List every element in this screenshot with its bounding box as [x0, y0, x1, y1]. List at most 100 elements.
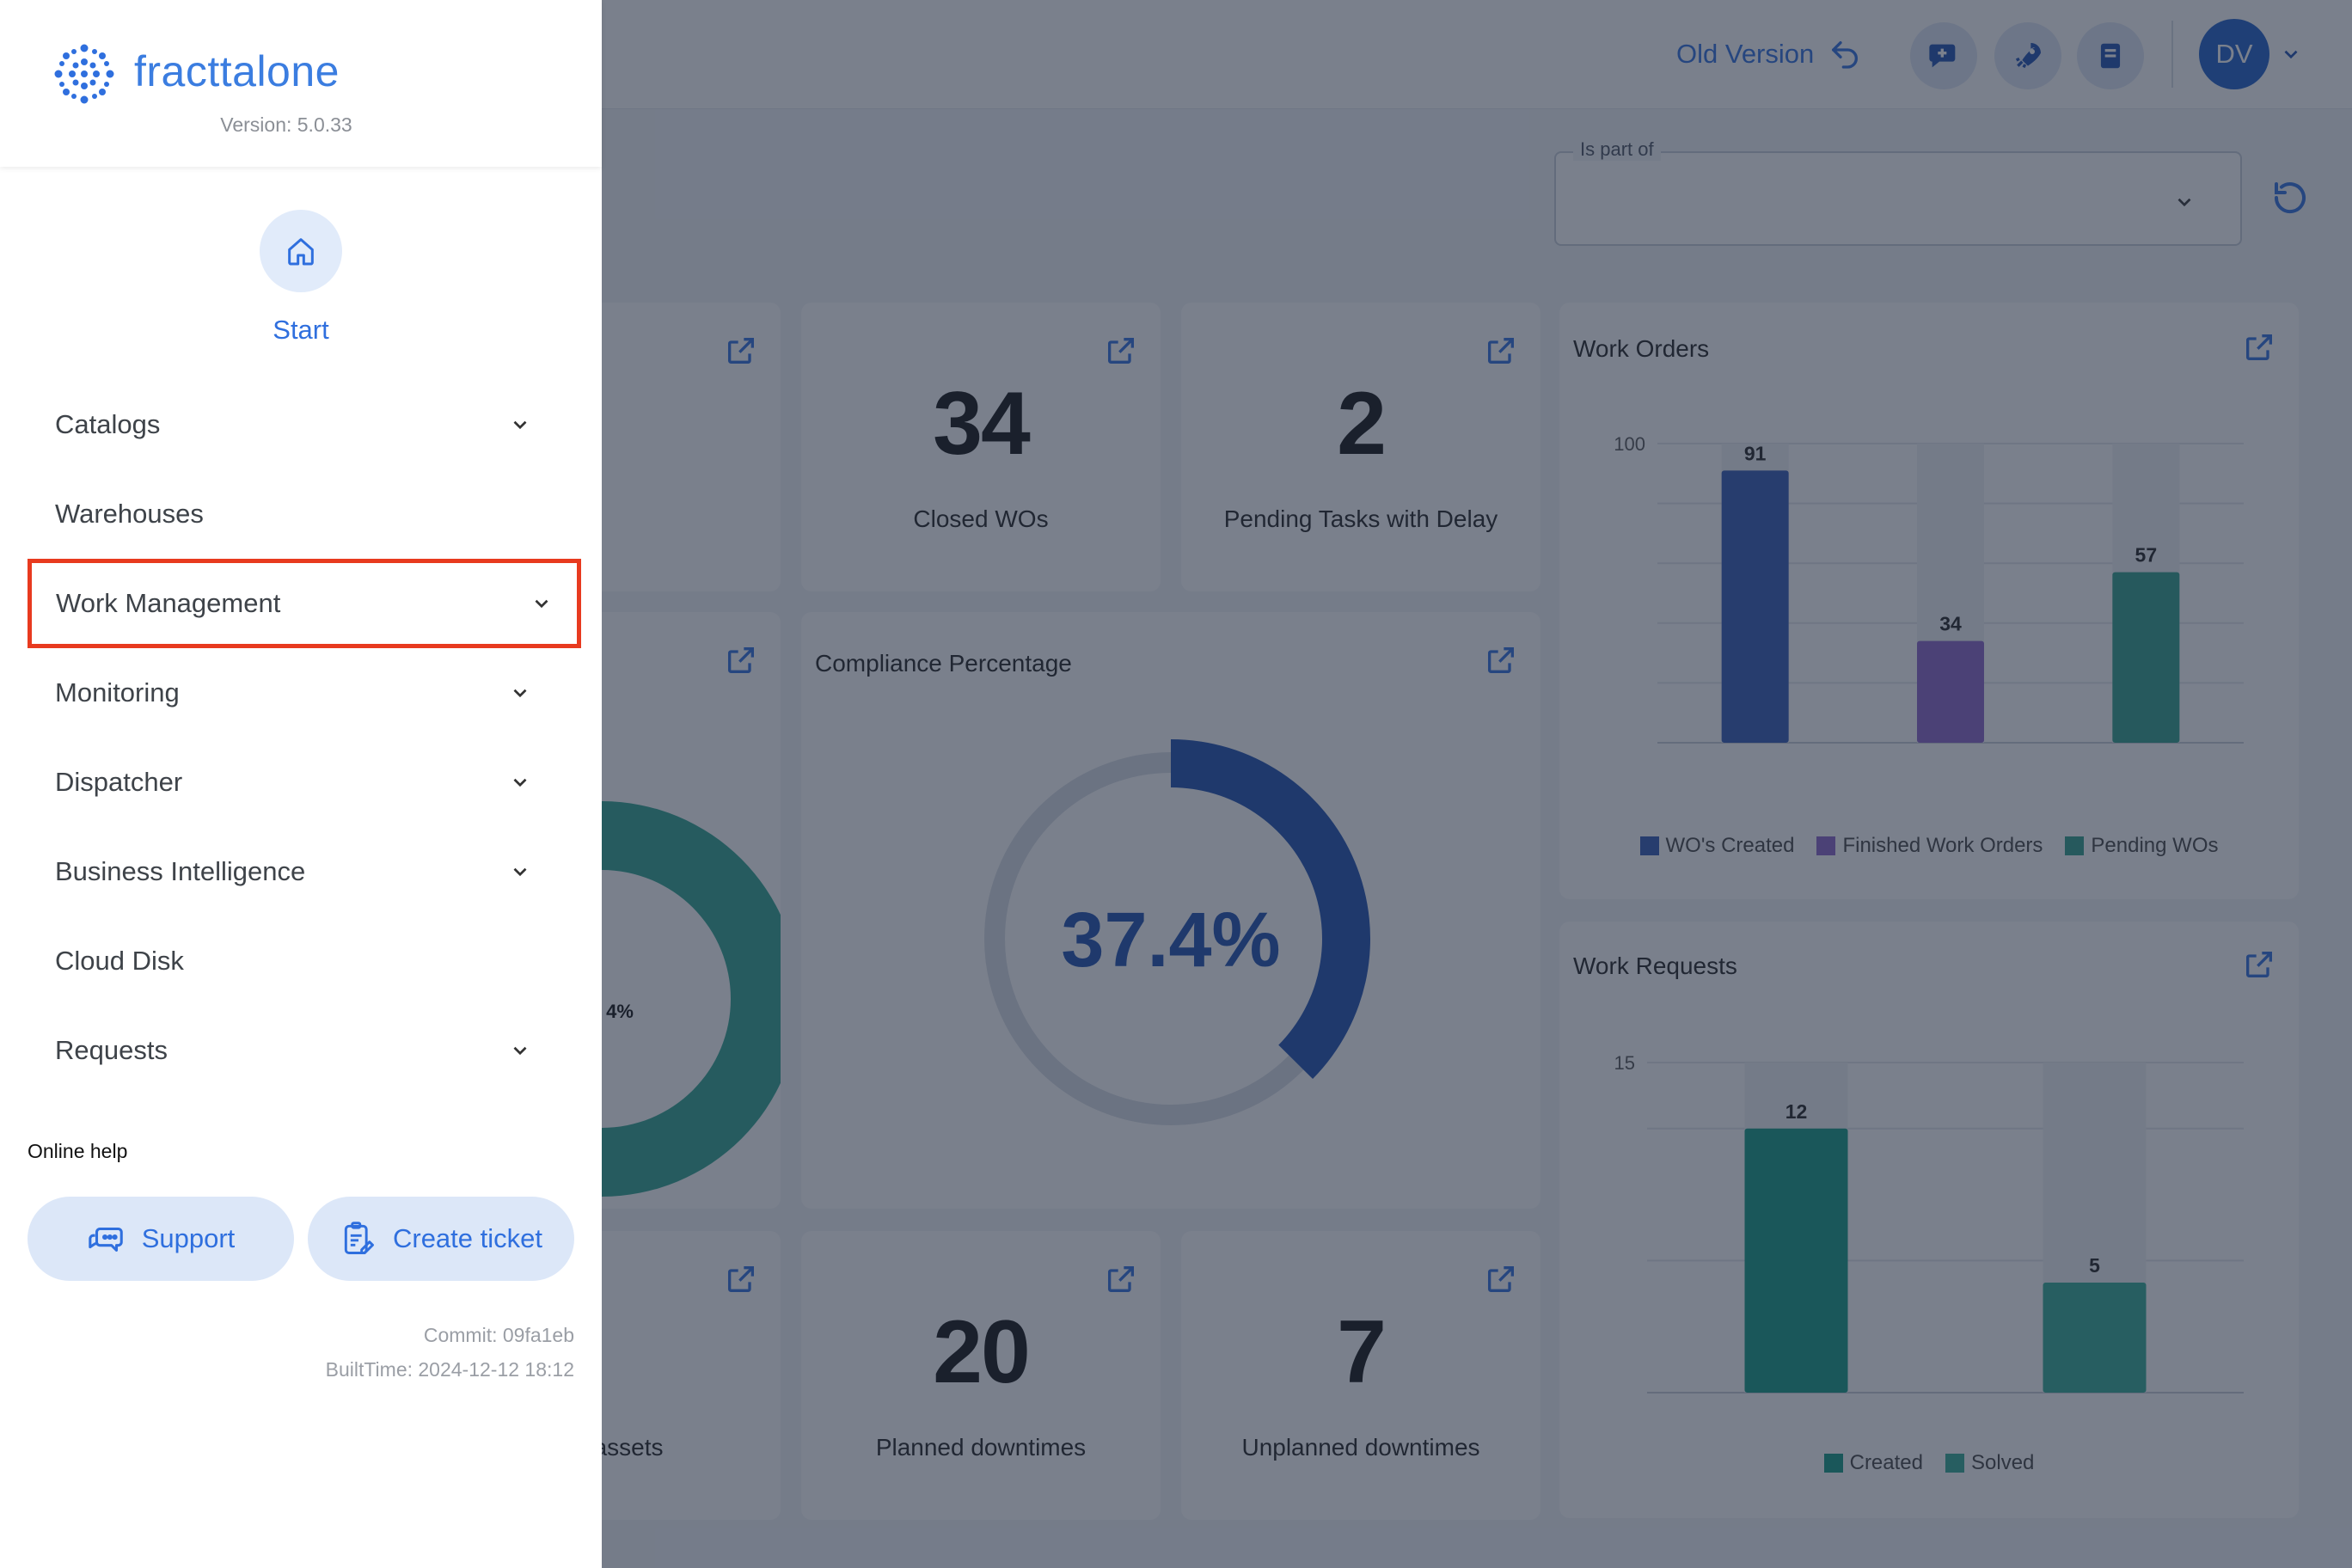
sidebar-item-warehouses[interactable]: Warehouses: [31, 478, 555, 550]
sidebar-item-label: Cloud Disk: [55, 946, 184, 976]
legend-label: Pending WOs: [2091, 834, 2219, 857]
work-orders-legend: WO's Created Finished Work Orders Pendin…: [1559, 834, 2299, 858]
legend-label: Created: [1849, 1451, 1923, 1474]
sidebar-item-business-intelligence[interactable]: Business Intelligence: [31, 836, 555, 908]
brand-header: fracttalone Version: 5.0.33: [0, 0, 602, 167]
start-label[interactable]: Start: [273, 315, 329, 345]
brand-name: fracttalone: [134, 47, 340, 95]
external-link-icon[interactable]: [724, 334, 758, 368]
start-button[interactable]: [260, 210, 342, 292]
legend-swatch: [2065, 836, 2085, 855]
legend-item[interactable]: Created: [1823, 1451, 1923, 1475]
kpi-card-closed-wos: 34 Closed WOs: [801, 303, 1161, 591]
chevron-down-icon[interactable]: [2280, 43, 2302, 65]
legend-item[interactable]: Finished Work Orders: [1816, 834, 2043, 858]
sidebar-item-requests[interactable]: Requests: [31, 1014, 555, 1087]
support-label: Support: [141, 1223, 236, 1253]
kpi-card-unplanned-downtimes: 7 Unplanned downtimes: [1181, 1231, 1540, 1520]
chevron-down-icon: [509, 682, 531, 704]
sidebar-item-label: Work Management: [56, 588, 281, 618]
is-part-of-select[interactable]: Is part of: [1554, 138, 2242, 246]
external-link-icon[interactable]: [724, 1262, 758, 1296]
kpi-label: Unplanned downtimes: [1241, 1434, 1480, 1461]
kpi-value: 34: [933, 374, 1031, 474]
kpi-card-planned-downtimes: 20 Planned downtimes: [801, 1231, 1161, 1520]
legend-swatch: [1639, 836, 1659, 855]
kpi-card-pending-tasks: 2 Pending Tasks with Delay: [1181, 303, 1540, 591]
legend-swatch: [1816, 836, 1836, 855]
kpi-value: 20: [933, 1302, 1031, 1402]
sidebar-item-label: Business Intelligence: [55, 856, 306, 886]
chevron-down-icon: [509, 1039, 531, 1062]
legend-item[interactable]: WO's Created: [1639, 834, 1795, 858]
rocket-button[interactable]: [1994, 22, 2061, 89]
bar[interactable]: [2043, 1283, 2147, 1393]
avatar[interactable]: DV: [2199, 19, 2269, 89]
legend-label: WO's Created: [1665, 834, 1795, 857]
bar[interactable]: [1744, 1128, 1848, 1393]
notebook-button[interactable]: [2077, 22, 2144, 89]
topbar-divider: [2171, 21, 2173, 88]
compliance-card: Compliance Percentage 37.4%: [801, 612, 1540, 1209]
create-ticket-label: Create ticket: [392, 1223, 542, 1253]
commit-label: Commit: 09fa1eb: [423, 1324, 574, 1346]
chat-add-icon: [1926, 39, 1961, 73]
external-link-icon[interactable]: [1484, 1262, 1518, 1296]
legend-swatch: [1945, 1454, 1964, 1473]
create-ticket-button[interactable]: Create ticket: [308, 1197, 574, 1281]
online-help-heading: Online help: [28, 1140, 128, 1162]
refresh-icon[interactable]: [2269, 177, 2311, 218]
sidebar-item-label: Catalogs: [55, 409, 161, 439]
legend-item[interactable]: Pending WOs: [2065, 834, 2219, 858]
legend-label: Finished Work Orders: [1842, 834, 2043, 857]
sidebar-item-cloud-disk[interactable]: Cloud Disk: [31, 925, 555, 997]
donut-slice-label: 4%: [606, 1001, 634, 1022]
chevron-down-icon: [530, 592, 553, 615]
legend-label: Solved: [1971, 1451, 2035, 1474]
kpi-label: Closed WOs: [913, 505, 1049, 532]
legend-item[interactable]: Solved: [1945, 1451, 2034, 1475]
built-time-label: BuiltTime: 2024-12-12 18:12: [325, 1358, 574, 1381]
bar-data-label: 91: [1744, 442, 1767, 464]
is-part-of-label: Is part of: [1573, 138, 1661, 161]
external-link-icon[interactable]: [1104, 1262, 1138, 1296]
bar[interactable]: [1917, 640, 1984, 743]
bar[interactable]: [1721, 470, 1789, 743]
sidebar-item-work-management[interactable]: Work Management: [28, 559, 581, 648]
compliance-value: 37.4%: [1061, 897, 1280, 983]
bar[interactable]: [2112, 572, 2180, 743]
chat-add-button[interactable]: [1910, 22, 1977, 89]
work-requests-legend: Created Solved: [1559, 1451, 2299, 1475]
support-button[interactable]: Support: [28, 1197, 294, 1281]
y-tick-label: 100: [1614, 433, 1645, 455]
bar-data-label: 57: [2135, 544, 2158, 567]
sidebar-drawer: fracttalone Version: 5.0.33 Start Catalo…: [0, 0, 602, 1568]
chevron-down-icon: [509, 413, 531, 436]
kpi-value: 2: [1337, 374, 1387, 474]
work-orders-card: Work Orders 100 91 34 57 WO's Created Finis…: [1559, 303, 2299, 899]
sidebar-item-dispatcher[interactable]: Dispatcher: [31, 746, 555, 818]
version-label: Version: 5.0.33: [220, 113, 352, 136]
work-requests-card: Work Requests 15 12 5 Created Solved: [1559, 922, 2299, 1518]
sidebar-item-catalogs[interactable]: Catalogs: [31, 389, 555, 461]
external-link-icon[interactable]: [1484, 334, 1518, 368]
sidebar-item-label: Dispatcher: [55, 767, 183, 797]
external-link-icon[interactable]: [1104, 334, 1138, 368]
legend-swatch: [1823, 1454, 1843, 1473]
old-version-link[interactable]: Old Version: [1676, 33, 1862, 76]
sidebar-item-label: Monitoring: [55, 677, 180, 707]
compliance-gauge: 37.4%: [984, 739, 1370, 1125]
bar-data-label: 5: [2089, 1254, 2100, 1277]
undo-arrow-icon: [1828, 37, 1862, 71]
work-requests-chart: 15 12 5: [1614, 1052, 2244, 1393]
bar-data-label: 12: [1785, 1100, 1808, 1123]
fracttal-logo-icon: [48, 38, 120, 110]
sidebar-item-label: Warehouses: [55, 499, 204, 529]
sidebar-item-monitoring[interactable]: Monitoring: [31, 657, 555, 729]
work-orders-chart: 100 91 34 57: [1614, 433, 2244, 744]
kpi-label: Pending Tasks with Delay: [1223, 505, 1498, 532]
chat-bubbles-icon: [87, 1219, 126, 1259]
kpi-label: Planned downtimes: [875, 1434, 1087, 1461]
clipboard-edit-icon: [340, 1220, 377, 1258]
